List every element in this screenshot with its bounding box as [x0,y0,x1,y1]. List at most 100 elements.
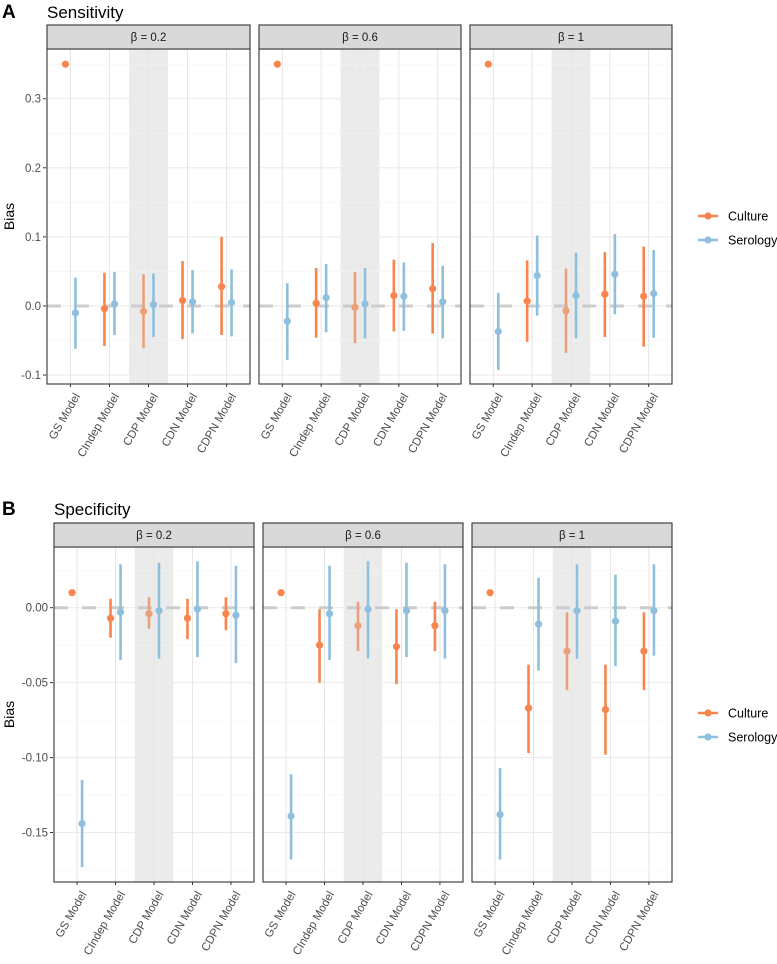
point-serology [287,812,295,820]
x-tick-label: CDP Model [121,392,161,449]
point-serology [572,291,580,300]
legend-label-culture: Culture [728,707,768,721]
facet-strip [469,24,673,50]
point-serology [402,607,411,615]
y-tick-label: -0.15 [22,828,48,840]
point-serology [494,327,502,336]
x-tick-label: GS Model [470,392,506,442]
x-tick-label: CDP Model [127,890,167,947]
x-tick-label: GS Model [263,890,299,940]
x-tick-label: CDPN Model [618,890,662,954]
point-serology [116,608,125,616]
facet-label: β = 0.2 [136,530,172,542]
x-tick-label: CDN Model [583,890,623,947]
point-serology [322,294,330,302]
point-serology [283,317,291,325]
point-serology [496,810,504,819]
x-tick-label: CDPN Model [617,392,661,456]
x-tick-label: GS Model [47,392,83,442]
point-culture [601,706,610,714]
y-tick-label: -0.05 [22,678,48,690]
y-tick-label: -0.1 [21,370,41,382]
point-serology [534,620,543,628]
point-culture [484,60,492,68]
facet-strip [262,522,464,548]
x-tick-label: GS Model [259,392,295,442]
legend-key-serology-point [704,733,712,741]
point-serology [325,610,334,618]
y-tick-label: 0.0 [25,301,41,313]
point-serology [193,605,202,613]
point-culture [178,296,187,305]
panel-sensitivity: A Sensitivity Bias -0.1 0.0 0.1 0.2 0.3 β = 0.2 G… [1,2,777,460]
point-culture [100,305,109,313]
facet-label: β = 0.6 [342,32,378,44]
legend-label-serology: Serology [728,234,777,248]
point-serology [400,292,408,300]
facet-label: β = 1 [558,32,584,44]
point-culture [563,647,571,655]
x-tick-label: CDN Model [582,392,622,449]
point-culture [61,60,70,68]
point-culture [562,307,570,315]
point-serology [573,607,581,615]
x-tick-label: CIndep Model [76,392,122,460]
point-culture [523,297,531,305]
point-serology [71,309,80,317]
point-serology [364,605,372,613]
point-culture [139,307,148,316]
facet-strip [53,522,255,548]
facet-strip [46,24,251,50]
x-tick-label: GS Model [472,890,508,940]
point-serology [533,271,541,280]
point-culture [315,641,324,649]
x-tick-label: CIndep Model [291,890,337,958]
panel-label: A [2,2,16,23]
point-culture [217,283,226,291]
point-serology [611,617,620,625]
x-tick-label: CIndep Model [82,890,128,958]
point-culture [392,643,401,651]
x-tick-label: CDP Model [544,392,584,449]
panel-label: B [2,499,16,520]
y-tick-label: 0.1 [25,232,41,244]
x-tick-label: CDP Model [336,890,376,947]
point-serology [611,270,619,278]
point-culture [68,589,76,597]
x-tick-label: CDP Model [333,392,373,449]
point-serology [155,607,163,615]
point-culture [312,299,320,307]
panel-title: Sensitivity [47,3,124,22]
legend-key-culture-point [704,709,712,717]
point-culture [351,303,359,311]
point-culture [431,622,439,630]
legend-label-culture: Culture [728,210,768,224]
x-tick-label: CDN Model [160,392,200,449]
point-culture [640,647,648,655]
y-tick-label: 0.00 [26,603,48,615]
point-culture [183,614,192,622]
panel-specificity: B Specificity Bias -0.15 -0.10 -0.05 0.00 β = 0… [1,499,777,958]
x-tick-label: CDPN Model [195,392,239,456]
panel-title: Specificity [54,500,131,519]
point-serology [232,611,240,619]
point-culture [429,285,437,293]
legend-key-serology-point [704,236,712,244]
x-tick-label: CDPN Model [200,890,244,954]
point-culture [640,292,648,300]
point-serology [227,298,236,307]
y-tick-label: -0.10 [22,753,48,765]
y-axis-label: Bias [1,701,17,728]
x-tick-label: CDPN Model [409,890,453,954]
facet-strip [258,24,462,50]
facet-label: β = 0.6 [345,530,381,542]
x-tick-label: CDN Model [374,890,414,947]
x-tick-label: CIndep Model [288,392,334,460]
point-serology [441,607,449,615]
facet-label: β = 1 [559,530,585,542]
